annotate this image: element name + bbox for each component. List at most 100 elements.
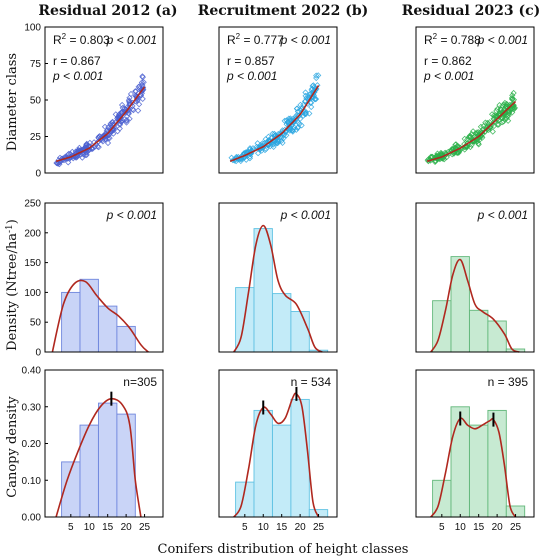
scatter-point bbox=[136, 83, 143, 90]
y-tick-label: 0 bbox=[35, 169, 41, 180]
r-annotation: r = 0.867 bbox=[53, 54, 101, 68]
bars bbox=[61, 402, 136, 518]
scatter-point bbox=[132, 88, 139, 95]
x-tick-label: 20 bbox=[121, 522, 133, 533]
scatter-point bbox=[95, 134, 102, 141]
x-tick-label: 25 bbox=[313, 522, 325, 533]
x-tick-label: 25 bbox=[510, 522, 522, 533]
p-value-r2: p < 0.001 bbox=[477, 33, 528, 47]
scatter-point bbox=[469, 128, 477, 135]
scatter-points bbox=[228, 72, 322, 165]
column-title-a: Residual 2012 (a) bbox=[38, 3, 177, 19]
scatter-point bbox=[302, 110, 309, 117]
density-curve bbox=[233, 392, 320, 518]
x-tick-label: 20 bbox=[492, 522, 504, 533]
scatter-point bbox=[500, 101, 508, 108]
p-value-r: p < 0.001 bbox=[423, 69, 474, 83]
ylabel-density: Density (Ntree/ha-1) bbox=[5, 219, 20, 351]
scatter-point bbox=[467, 133, 474, 140]
scatter-point bbox=[302, 89, 309, 96]
scatter-point bbox=[473, 130, 480, 137]
panel-frame bbox=[218, 26, 338, 174]
panel-row2-a: p < 0.001 0 50 100 150 200 250 bbox=[24, 199, 164, 359]
y-tick-label: 0 bbox=[35, 348, 41, 359]
y-tick-label: 150 bbox=[24, 258, 41, 269]
bar-10 bbox=[253, 409, 273, 518]
scatter-point bbox=[290, 116, 297, 124]
scatter-point bbox=[281, 117, 288, 125]
scatter-point bbox=[508, 106, 515, 113]
scatter-point bbox=[306, 91, 313, 98]
scatter-point bbox=[427, 153, 435, 160]
scatter-point bbox=[289, 128, 296, 135]
x-tick-label: 15 bbox=[102, 522, 114, 533]
y-tick-label: 250 bbox=[24, 199, 41, 210]
xlabel: Conifers distribution of height classes bbox=[158, 542, 409, 557]
bar-20 bbox=[290, 398, 310, 518]
bar-10 bbox=[253, 228, 273, 353]
scatter-point bbox=[79, 154, 86, 161]
scatter-point bbox=[302, 92, 309, 100]
scatter-point bbox=[115, 113, 122, 120]
panel-row2-b: p < 0.001 bbox=[218, 202, 338, 353]
x-tick-label: 5 bbox=[68, 522, 74, 533]
r2-annotation: R2 = 0.788 bbox=[424, 32, 481, 47]
y-tick-label: 75 bbox=[30, 59, 42, 70]
scatter-point bbox=[123, 117, 130, 125]
x-tick-label: 10 bbox=[84, 522, 96, 533]
panel-frame bbox=[44, 202, 164, 353]
x-tick-label: 25 bbox=[139, 522, 151, 533]
scatter-point bbox=[286, 117, 294, 124]
scatter-point bbox=[434, 150, 441, 157]
panel-frame bbox=[415, 202, 535, 353]
x-tick-label: 5 bbox=[242, 522, 248, 533]
scatter-point bbox=[139, 73, 146, 80]
scatter-point bbox=[482, 128, 489, 135]
panel-annotation: p < 0.001 bbox=[477, 208, 528, 222]
bar-10 bbox=[79, 278, 99, 353]
scatter-points bbox=[53, 73, 147, 168]
scatter-point bbox=[452, 141, 459, 148]
scatter-point bbox=[509, 95, 516, 103]
scatter-point bbox=[132, 88, 140, 95]
scatter-point bbox=[301, 98, 309, 105]
scatter-point bbox=[308, 103, 315, 111]
bars bbox=[235, 398, 329, 518]
scatter-point bbox=[311, 95, 318, 103]
y-tick-label: 0.40 bbox=[22, 366, 42, 377]
scatter-points bbox=[424, 89, 518, 166]
panel-row2-c: p < 0.001 bbox=[415, 202, 535, 353]
scatter-point bbox=[487, 123, 494, 130]
scatter-point bbox=[294, 119, 302, 126]
scatter-point bbox=[270, 143, 277, 151]
panel-frame bbox=[415, 26, 535, 174]
bar-20 bbox=[116, 413, 136, 518]
scatter-point bbox=[138, 79, 146, 86]
y-tick-label: 0.10 bbox=[22, 476, 42, 487]
y-tick-label: 25 bbox=[30, 132, 42, 143]
scatter-point bbox=[278, 134, 285, 141]
scatter-point bbox=[116, 125, 123, 132]
scatter-point bbox=[269, 130, 276, 137]
panel-annotation: n = 534 bbox=[291, 375, 332, 389]
bars bbox=[61, 278, 136, 353]
scatter-point bbox=[56, 161, 63, 168]
scatter-point bbox=[490, 112, 498, 119]
scatter-point bbox=[116, 120, 124, 127]
scatter-point bbox=[249, 145, 257, 152]
y-tick-label: 0.00 bbox=[22, 513, 42, 524]
y-tick-label: 0.30 bbox=[22, 402, 42, 413]
panel-annotation: n = 395 bbox=[488, 375, 529, 389]
density-curve bbox=[430, 417, 517, 518]
scatter-point bbox=[134, 107, 142, 114]
scatter-point bbox=[306, 110, 313, 117]
ylabel-diameter: Diameter class bbox=[5, 53, 20, 151]
p-value-r2: p < 0.001 bbox=[106, 33, 157, 47]
scatter-point bbox=[510, 89, 517, 97]
scatter-point bbox=[121, 116, 128, 123]
panel-annotation: p < 0.001 bbox=[280, 208, 331, 222]
ylabel-canopy: Canopy density bbox=[5, 396, 20, 498]
